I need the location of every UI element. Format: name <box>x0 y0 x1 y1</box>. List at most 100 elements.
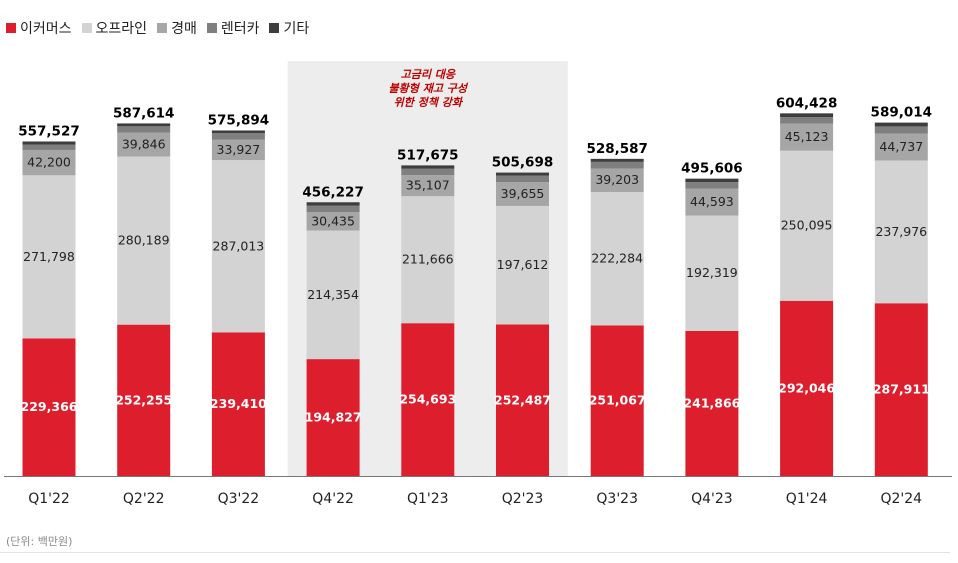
data-label-0-4: 254,693 <box>399 392 456 407</box>
total-label-7: 495,606 <box>681 161 743 177</box>
legend-item-offline: 오프라인 <box>81 18 148 38</box>
data-label-0-1: 252,255 <box>115 392 172 407</box>
bar-segment-4-7 <box>685 178 739 183</box>
total-label-9: 589,014 <box>871 105 933 121</box>
x-tick-label-7: Q4'23 <box>691 491 733 507</box>
bar-segment-4-2 <box>211 130 265 134</box>
data-label-2-3: 30,435 <box>311 213 355 228</box>
data-label-2-2: 33,927 <box>217 142 261 157</box>
bar-segment-1-8 <box>780 150 834 301</box>
legend-swatch-auction <box>157 23 168 33</box>
data-label-0-7: 241,866 <box>683 395 740 410</box>
legend-swatch-other <box>269 23 280 33</box>
data-label-2-7: 44,593 <box>690 194 734 209</box>
bar-segment-3-7 <box>685 182 739 189</box>
legend-item-rentacar: 렌터카 <box>206 18 260 38</box>
data-label-1-9: 237,976 <box>875 224 927 239</box>
data-label-0-6: 251,067 <box>589 393 646 408</box>
bar-segment-0-4 <box>401 323 455 476</box>
bar-segment-4-8 <box>780 113 834 118</box>
data-label-0-0: 229,366 <box>21 399 78 414</box>
total-label-5: 505,698 <box>492 155 554 171</box>
total-label-3: 456,227 <box>302 184 364 200</box>
bar-segment-4-4 <box>401 165 455 169</box>
legend-label-rentacar: 렌터카 <box>220 21 260 37</box>
bar-segment-2-4 <box>401 175 455 197</box>
bar-segment-3-2 <box>211 133 265 140</box>
bar-segment-3-9 <box>874 126 928 134</box>
bar-segment-4-5 <box>496 172 549 176</box>
bar-segment-3-3 <box>306 205 360 213</box>
bar-segment-0-1 <box>117 324 171 476</box>
data-label-2-8: 45,123 <box>785 129 829 144</box>
total-label-2: 575,894 <box>208 112 270 128</box>
x-tick-label-1: Q2'22 <box>123 491 165 507</box>
legend-label-other: 기타 <box>283 21 310 37</box>
data-label-2-5: 39,655 <box>501 186 545 201</box>
data-label-0-3: 194,827 <box>305 410 362 425</box>
legend: 이커머스 오프라인 경매 렌터카 기타 <box>6 18 309 38</box>
data-label-2-6: 39,203 <box>595 172 639 187</box>
data-label-1-1: 280,189 <box>118 233 170 248</box>
bar-segment-1-2 <box>211 160 265 333</box>
bar-segment-3-4 <box>401 168 455 176</box>
data-label-1-5: 197,612 <box>497 257 549 272</box>
unit-note: (단위: 백만원) <box>6 535 73 548</box>
legend-label-ecommerce: 이커머스 <box>20 21 72 37</box>
bar-segment-0-7 <box>685 330 739 476</box>
bar-segment-3-0 <box>22 144 76 150</box>
highlight-annotation-line-2: 위한 정책 강화 <box>394 96 464 109</box>
data-label-0-2: 239,410 <box>210 396 267 411</box>
bar-segment-3-5 <box>496 175 549 183</box>
bar-segment-1-5 <box>496 205 549 325</box>
bar-segment-3-1 <box>117 126 171 133</box>
bar-segment-0-8 <box>780 300 834 476</box>
x-tick-label-0: Q1'22 <box>28 491 70 507</box>
highlight-annotation-line-1: 불황형 재고 구성 <box>389 82 469 95</box>
bar-segment-0-0 <box>22 338 76 476</box>
bar-segment-1-9 <box>874 160 928 304</box>
bar-segment-2-7 <box>685 188 739 216</box>
bar-segment-3-6 <box>590 161 644 169</box>
data-label-1-8: 250,095 <box>781 218 833 233</box>
bar-segment-2-2 <box>211 139 265 161</box>
bar-segment-4-1 <box>117 123 171 127</box>
bar-segment-0-2 <box>211 332 265 476</box>
bar-segment-0-5 <box>496 324 549 476</box>
legend-label-offline: 오프라인 <box>95 21 148 37</box>
bar-segment-2-0 <box>22 149 76 176</box>
bar-segment-1-4 <box>401 196 455 324</box>
bar-segment-1-7 <box>685 215 739 331</box>
bar-segment-2-9 <box>874 133 928 161</box>
bar-segment-2-1 <box>117 132 171 157</box>
total-label-4: 517,675 <box>397 147 459 163</box>
legend-item-other: 기타 <box>269 18 309 38</box>
bar-segment-2-6 <box>590 168 644 192</box>
legend-swatch-rentacar <box>206 23 217 33</box>
legend-item-auction: 경매 <box>157 18 197 38</box>
x-tick-label-6: Q3'23 <box>596 491 638 507</box>
x-tick-label-5: Q2'23 <box>502 491 544 507</box>
data-label-2-0: 42,200 <box>27 155 71 170</box>
data-label-0-5: 252,487 <box>494 392 551 407</box>
x-tick-label-3: Q4'22 <box>312 491 354 507</box>
total-label-6: 528,587 <box>586 141 648 157</box>
highlight-annotation-line-0: 고금리 대응 <box>401 68 456 81</box>
bar-segment-0-9 <box>874 303 928 476</box>
bar-segment-0-3 <box>306 359 360 476</box>
data-label-1-2: 287,013 <box>213 238 265 253</box>
legend-label-auction: 경매 <box>171 21 197 37</box>
bar-segment-1-6 <box>590 191 644 326</box>
bar-segment-3-8 <box>780 117 834 124</box>
bar-segment-4-9 <box>874 122 928 127</box>
x-tick-label-4: Q1'23 <box>407 491 449 507</box>
bar-segment-1-1 <box>117 156 171 325</box>
data-label-0-8: 292,046 <box>778 380 835 395</box>
data-label-1-4: 211,666 <box>402 252 454 267</box>
data-label-1-7: 192,319 <box>686 265 738 280</box>
bar-segment-4-6 <box>590 158 644 162</box>
bar-segment-1-0 <box>22 175 76 339</box>
x-tick-label-2: Q3'22 <box>218 491 260 507</box>
data-label-1-3: 214,354 <box>307 287 359 302</box>
